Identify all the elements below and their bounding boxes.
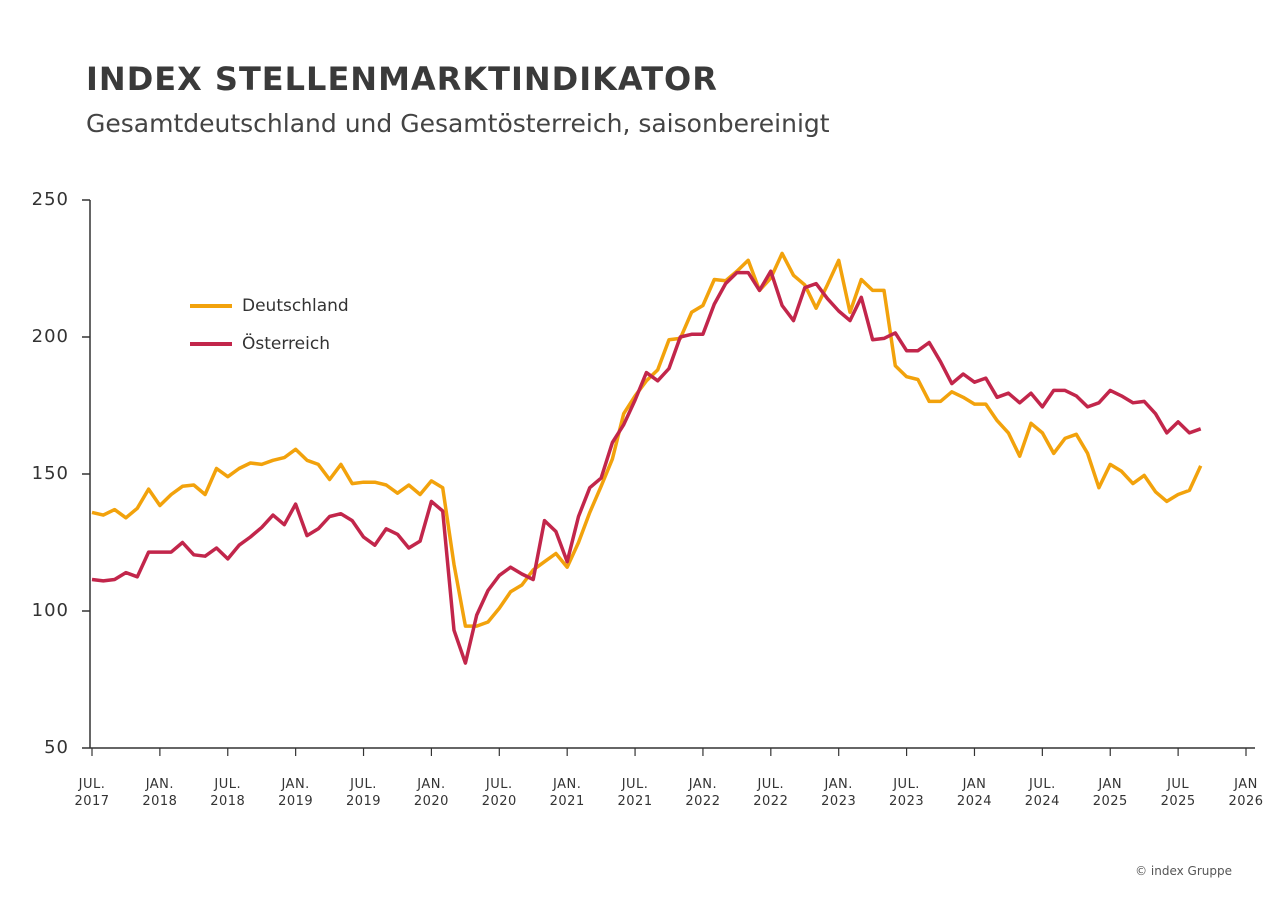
y-tick-label: 200 [32, 326, 69, 347]
x-tick-label: JUL. 2019 [346, 777, 381, 809]
x-tick-label: JUL. 2020 [482, 777, 517, 809]
x-tick-label: JAN. 2019 [278, 777, 313, 809]
x-tick-label: JAN. 2021 [550, 777, 585, 809]
data-line [91, 269, 1202, 665]
legend-label: Österreich [242, 332, 330, 354]
x-tick-label: JUL. 2018 [210, 777, 245, 809]
chart-subtitle: Gesamtdeutschland und Gesamtösterreich, … [86, 109, 830, 138]
y-tick-label: 100 [32, 600, 69, 621]
x-tick-label: JUL. 2023 [889, 777, 924, 809]
x-tick-label: JAN. 2023 [821, 777, 856, 809]
legend-label: Deutschland [242, 296, 349, 316]
x-tick-label: JUL. 2022 [753, 777, 788, 809]
y-tick-label: 250 [32, 189, 69, 210]
y-tick-label: 150 [32, 463, 69, 484]
x-tick-label: JUL. 2017 [74, 777, 109, 809]
data-line [91, 251, 1203, 628]
x-tick-label: JAN. 2022 [685, 777, 720, 809]
x-tick-label: JUL 2025 [1161, 777, 1196, 809]
x-tick-label: JUL. 2021 [618, 777, 653, 809]
source: © index Gruppe [1135, 864, 1232, 878]
x-tick-label: JAN 2026 [1228, 777, 1263, 809]
x-tick-label: JUL. 2024 [1025, 777, 1060, 809]
x-tick-label: JAN 2024 [957, 777, 992, 809]
x-tick-label: JAN. 2018 [142, 777, 177, 809]
y-tick-label: 50 [44, 737, 69, 758]
x-tick-label: JAN. 2020 [414, 777, 449, 809]
chart-title: INDEX STELLENMARKTINDIKATOR [86, 60, 718, 98]
x-tick-label: JAN 2025 [1093, 777, 1128, 809]
